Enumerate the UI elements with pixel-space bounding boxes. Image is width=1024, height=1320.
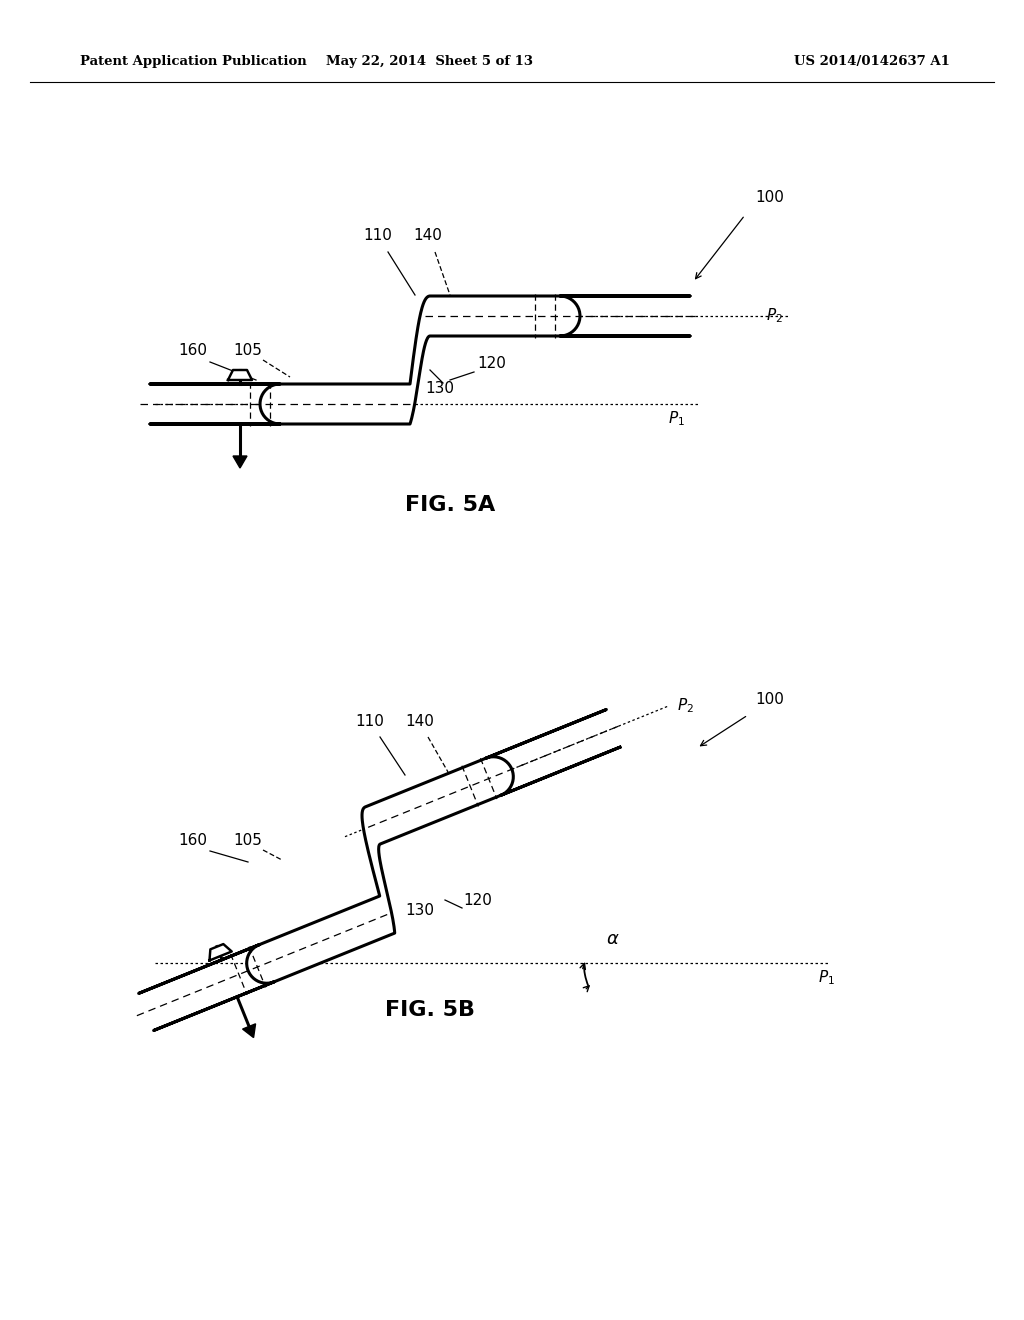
Text: 130: 130 bbox=[426, 381, 455, 396]
Text: 130: 130 bbox=[406, 903, 434, 917]
Text: $P_2$: $P_2$ bbox=[678, 696, 694, 715]
Text: 140: 140 bbox=[414, 228, 442, 243]
Text: 105: 105 bbox=[233, 833, 262, 847]
Text: $P_2$: $P_2$ bbox=[766, 306, 783, 325]
Polygon shape bbox=[228, 370, 252, 380]
Text: 105: 105 bbox=[233, 343, 262, 358]
Text: US 2014/0142637 A1: US 2014/0142637 A1 bbox=[795, 55, 950, 69]
Text: Patent Application Publication: Patent Application Publication bbox=[80, 55, 307, 69]
Text: 160: 160 bbox=[178, 833, 208, 847]
Text: 100: 100 bbox=[755, 190, 784, 206]
Text: 140: 140 bbox=[406, 714, 434, 729]
Polygon shape bbox=[150, 296, 690, 424]
Text: FIG. 5A: FIG. 5A bbox=[404, 495, 496, 515]
Text: $P_1$: $P_1$ bbox=[818, 969, 835, 987]
Text: 120: 120 bbox=[463, 894, 492, 908]
Polygon shape bbox=[233, 455, 247, 469]
Text: 110: 110 bbox=[355, 714, 384, 729]
Text: 120: 120 bbox=[477, 356, 506, 371]
Text: 100: 100 bbox=[755, 693, 784, 708]
Text: $P_1$: $P_1$ bbox=[668, 409, 685, 428]
Polygon shape bbox=[210, 944, 231, 961]
Polygon shape bbox=[243, 1024, 256, 1038]
Text: FIG. 5B: FIG. 5B bbox=[385, 1001, 475, 1020]
Text: 160: 160 bbox=[178, 343, 208, 358]
Text: May 22, 2014  Sheet 5 of 13: May 22, 2014 Sheet 5 of 13 bbox=[327, 55, 534, 69]
Text: $\alpha$: $\alpha$ bbox=[606, 931, 620, 948]
Text: 110: 110 bbox=[364, 228, 392, 243]
Polygon shape bbox=[138, 710, 622, 1031]
